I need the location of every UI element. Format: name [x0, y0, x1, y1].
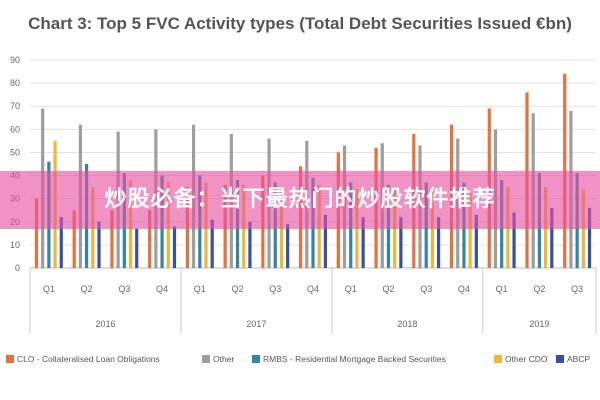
- year-label: 2019: [529, 319, 549, 329]
- legend-label: Other: [213, 354, 235, 364]
- legend-label: ABCP: [567, 354, 591, 364]
- bar: [550, 207, 554, 268]
- year-label: 2016: [95, 319, 115, 329]
- bar: [148, 210, 152, 268]
- y-tick-label: 0: [15, 263, 20, 273]
- bar: [399, 217, 403, 268]
- bar: [248, 221, 252, 268]
- bar: [437, 217, 441, 268]
- overlay-banner[interactable]: 炒股必备：当下最热门的炒股软件推荐: [0, 171, 600, 229]
- x-tick-label: Q2: [533, 284, 545, 294]
- bar: [286, 224, 290, 268]
- chart-legend: CLO - Collateralised Loan Obligations Oth…: [6, 351, 600, 367]
- legend-swatch: [202, 355, 210, 363]
- bar: [512, 212, 516, 268]
- x-tick-label: Q1: [345, 284, 357, 294]
- y-tick-label: 90: [10, 55, 20, 65]
- overlay-banner-text[interactable]: 炒股必备：当下最热门的炒股软件推荐: [104, 187, 496, 212]
- x-tick-label: Q1: [43, 284, 55, 294]
- bar: [474, 214, 478, 268]
- x-tick-label: Q2: [81, 284, 93, 294]
- year-label: 2018: [397, 319, 417, 329]
- y-tick-label: 80: [10, 78, 20, 88]
- chart-title: Chart 3: Top 5 FVC Activity types (Total…: [28, 14, 572, 33]
- bar: [587, 207, 592, 268]
- year-label: 2017: [246, 319, 266, 329]
- legend-swatch: [6, 355, 14, 363]
- legend-label: RMBS - Residential Mortgage Backed Secur…: [263, 354, 446, 364]
- x-tick-label: Q3: [571, 284, 583, 294]
- x-tick-label: Q1: [194, 284, 206, 294]
- y-tick-label: 50: [10, 147, 20, 157]
- x-tick-label: Q4: [458, 284, 470, 294]
- legend-label: Other CDO: [505, 354, 548, 364]
- bar: [135, 228, 139, 268]
- y-tick-label: 60: [10, 124, 20, 134]
- bar: [110, 210, 114, 268]
- x-tick-label: Q2: [232, 284, 244, 294]
- x-tick-label: Q1: [496, 284, 508, 294]
- x-tick-label: Q3: [420, 284, 432, 294]
- bar: [72, 210, 76, 268]
- bar: [563, 73, 567, 268]
- bar: [361, 217, 365, 268]
- bar: [97, 221, 101, 268]
- legend-swatch: [556, 355, 564, 363]
- bar: [172, 226, 177, 268]
- x-tick-label: Q4: [307, 284, 319, 294]
- bar: [59, 217, 63, 268]
- legend-label: CLO - Collateralised Loan Obligations: [17, 354, 160, 364]
- bar: [210, 219, 214, 268]
- bar: [468, 191, 472, 268]
- x-tick-label: Q4: [156, 284, 168, 294]
- x-tick-label: Q2: [382, 284, 394, 294]
- y-tick-label: 70: [10, 101, 20, 111]
- bar: [34, 198, 39, 268]
- bar: [430, 191, 434, 268]
- x-tick-label: Q3: [118, 284, 130, 294]
- x-tick-label: Q3: [269, 284, 281, 294]
- legend-swatch: [494, 355, 502, 363]
- bar: [323, 214, 327, 268]
- legend-swatch: [252, 355, 260, 363]
- y-tick-label: 10: [10, 240, 20, 250]
